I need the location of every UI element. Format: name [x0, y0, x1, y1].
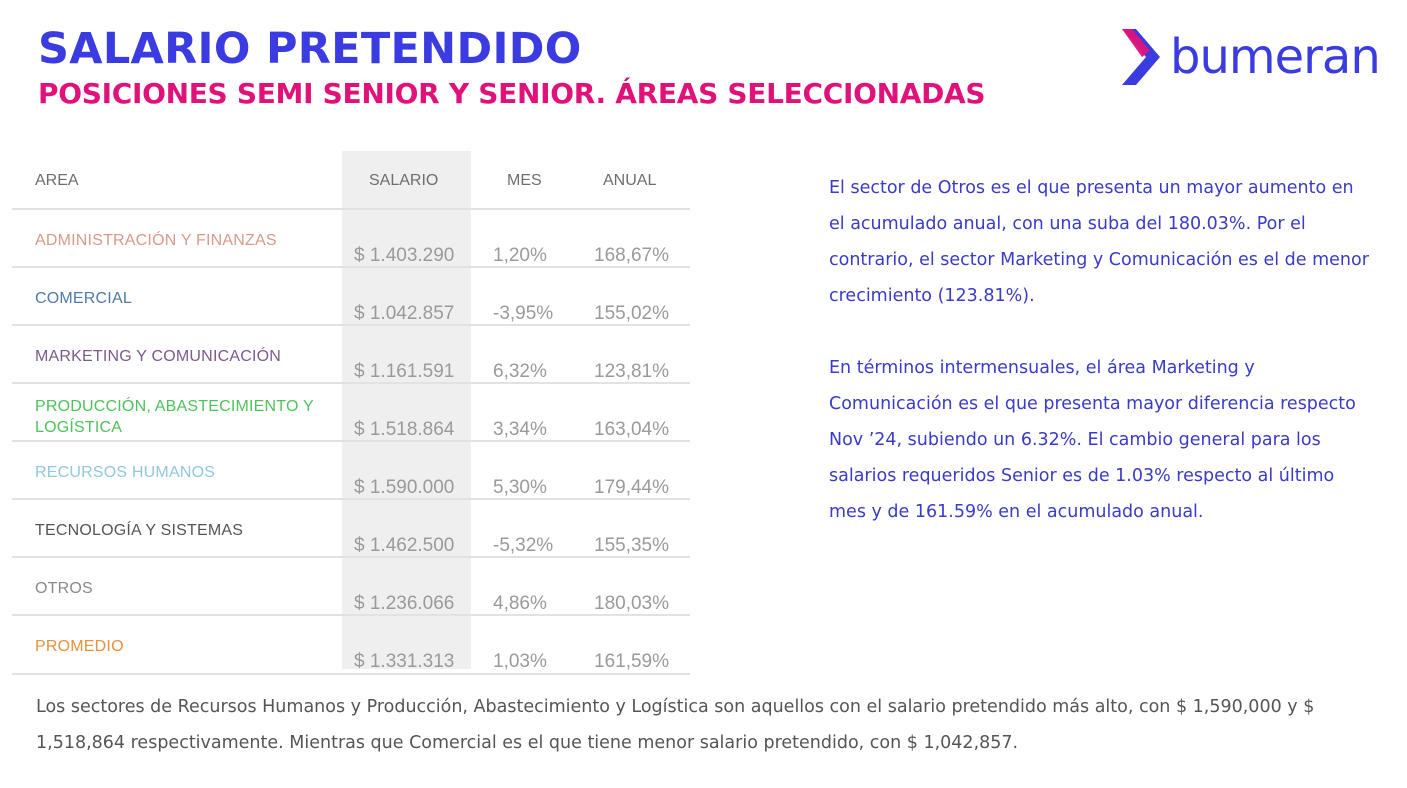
row-anual: 155,35% — [594, 535, 670, 556]
table-row: TECNOLOGÍA Y SISTEMAS $ 1.462.500 -5,32% 15… — [12, 500, 690, 558]
table-row: MARKETING Y COMUNICACIÓN $ 1.161.591 6,32%… — [12, 326, 690, 384]
table-header: AREA SALARIO MES ANUAL — [12, 151, 690, 210]
table-row: RECURSOS HUMANOS $ 1.590.000 5,30% 179,44% — [12, 442, 690, 500]
row-mes: 3,34% — [493, 419, 547, 440]
row-salario: $ 1.042.857 — [354, 303, 455, 324]
header-mes: MES — [507, 172, 542, 189]
row-anual: 161,59% — [594, 651, 670, 672]
salary-table: AREA SALARIO MES ANUAL ADMINISTRACIÓN Y … — [12, 151, 690, 675]
row-area: TECNOLOGÍA Y SISTEMAS — [35, 522, 244, 539]
row-salario: $ 1.236.066 — [354, 593, 455, 614]
row-area: MARKETING Y COMUNICACIÓN — [35, 348, 282, 365]
table-row: PROMEDIO $ 1.331.313 1,03% 161,59% — [12, 616, 690, 675]
footer-note: Los sectores de Recursos Humanos y Produ… — [36, 697, 1315, 753]
row-mes: 5,30% — [493, 477, 547, 498]
row-area: PRODUCCIÓN, ABASTECIMIENTO Y LOGÍSTICA — [35, 398, 314, 436]
row-anual: 123,81% — [594, 361, 670, 382]
row-area: RECURSOS HUMANOS — [35, 464, 216, 481]
row-area: ADMINISTRACIÓN Y FINANZAS — [35, 232, 277, 249]
bumeran-logo: bumeran — [1120, 26, 1390, 88]
row-anual: 179,44% — [594, 477, 670, 498]
analysis-paragraph-1: El sector de Otros es el que presenta un… — [829, 178, 1369, 306]
row-area: PROMEDIO — [35, 638, 124, 655]
row-mes: 4,86% — [493, 593, 547, 614]
page-subtitle: POSICIONES SEMI SENIOR Y SENIOR. ÁREAS S… — [38, 77, 986, 110]
page-title: SALARIO PRETENDIDO — [38, 24, 582, 74]
row-area: OTROS — [35, 580, 93, 597]
row-anual: 163,04% — [594, 419, 670, 440]
bumeran-logo-icon — [1122, 29, 1160, 85]
header-area: AREA — [35, 172, 79, 189]
logo-wordmark: bumeran — [1170, 29, 1381, 85]
row-mes: 1,03% — [493, 651, 547, 672]
row-salario: $ 1.161.591 — [354, 361, 455, 382]
row-anual: 180,03% — [594, 593, 670, 614]
row-mes: -5,32% — [493, 535, 554, 556]
row-salario: $ 1.518.864 — [354, 419, 455, 440]
table-row: OTROS $ 1.236.066 4,86% 180,03% — [12, 558, 690, 616]
row-anual: 168,67% — [594, 245, 670, 266]
row-salario: $ 1.331.313 — [354, 651, 455, 672]
row-mes: -3,95% — [493, 303, 554, 324]
row-anual: 155,02% — [594, 303, 670, 324]
row-salario: $ 1.403.290 — [354, 245, 455, 266]
header-salario: SALARIO — [369, 172, 439, 189]
row-salario: $ 1.462.500 — [354, 535, 455, 556]
table-row: COMERCIAL $ 1.042.857 -3,95% 155,02% — [12, 268, 690, 326]
analysis-text: El sector de Otros es el que presenta un… — [829, 170, 1369, 530]
row-mes: 1,20% — [493, 245, 547, 266]
row-mes: 6,32% — [493, 361, 547, 382]
header-anual: ANUAL — [603, 172, 657, 189]
analysis-paragraph-2: En términos intermensuales, el área Mark… — [829, 358, 1356, 522]
row-salario: $ 1.590.000 — [354, 477, 455, 498]
salario-column-highlight — [342, 151, 471, 669]
table-row: ADMINISTRACIÓN Y FINANZAS $ 1.403.290 1,20… — [12, 210, 690, 268]
table-row: PRODUCCIÓN, ABASTECIMIENTO Y LOGÍSTICA $ … — [12, 384, 690, 442]
row-area: COMERCIAL — [35, 290, 132, 307]
